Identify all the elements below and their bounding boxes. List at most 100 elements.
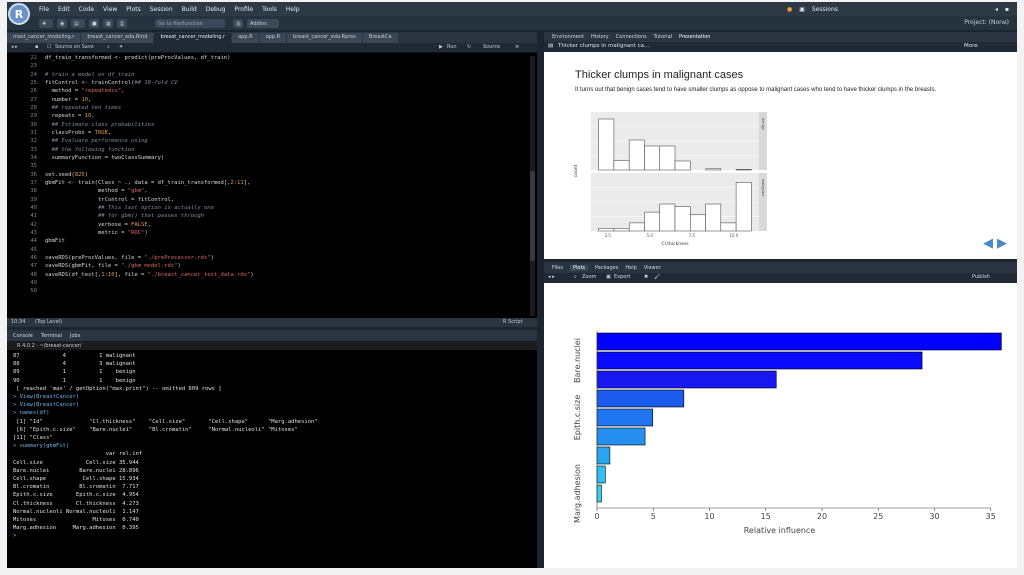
code-line[interactable]: verbose = FALSE, [45,221,254,229]
tab-viewer[interactable]: Viewer [643,264,661,271]
code-line[interactable]: fitControl <- trainControl(## 10-fold CV [45,79,254,87]
console-prompt[interactable]: > [13,533,17,540]
menu-debug[interactable]: Debug [205,5,226,13]
editor-tab[interactable]: app.R [232,33,259,43]
save-all-icon[interactable]: ▦ [103,19,113,28]
new-project-button[interactable]: ◉ [57,19,67,28]
code-line[interactable] [45,287,254,295]
code-area[interactable]: 22 23 24 25 26 27 28 29 30 31 32 33 34 35 36 37 38 39 40 41… [7,54,537,318]
tab-connections[interactable]: Connections [615,34,647,40]
code-line[interactable]: ## This last option is actually one [45,204,254,212]
code-line[interactable]: # train a model on df_train [45,71,254,79]
menu-code[interactable]: Code [78,5,95,13]
clear-plots-icon[interactable]: 🖌 [654,274,661,280]
project-menu[interactable]: Project: (None) [964,19,1009,26]
save-icon[interactable]: ■ [89,19,99,28]
menu-session[interactable]: Session [149,5,173,13]
tab-presentation[interactable]: Presentation [679,34,711,40]
zoom-icon[interactable]: ⌕ [574,274,577,280]
console-output[interactable]: 87 4 1 malignant 88 4 3 malignant 89 1 1 b… [13,352,318,541]
export-icon[interactable]: ▣ [606,274,611,280]
menu-view[interactable]: View [103,5,118,13]
scope-indicator[interactable]: (Top Level) [35,319,63,325]
editor-tab[interactable]: app.R [259,33,287,43]
code-line[interactable]: classProbs = TRUE, [45,129,254,137]
wand-icon[interactable]: ✦ [119,44,124,50]
remove-plot-icon[interactable]: ✖ [644,274,649,280]
scroll-thumb[interactable] [530,171,535,261]
menu-file[interactable]: File [39,5,50,13]
sessions-label[interactable]: Sessions [811,5,838,13]
editor-tab[interactable]: BreastCa [362,33,398,43]
open-file-button[interactable]: ▤ [71,19,85,28]
back-icon[interactable]: ◂ ▸ [11,44,18,50]
code-line[interactable]: ## for gbm() that passes through [45,212,254,220]
save-file-icon[interactable]: ▪ [35,44,39,50]
slide-index-icon[interactable]: ▤ [548,43,554,49]
close-icon[interactable]: ▪ [1004,5,1009,13]
outline-icon[interactable]: ≡ [515,44,520,50]
file-type[interactable]: R Script [503,319,523,325]
code-line[interactable]: ## the following function [45,146,254,154]
tab-tutorial[interactable]: Tutorial [653,34,673,40]
code-line[interactable]: method = "gbm", [45,187,254,195]
zoom-button[interactable]: Zoom [582,274,597,280]
code-line[interactable]: gbmFit [45,237,254,245]
code-lines[interactable]: df_train_transformed <- predict(preProcV… [45,54,254,296]
tab-plots[interactable]: Plots [569,264,589,271]
grid-icon[interactable]: ▥ [233,19,243,28]
code-line[interactable]: gbmFit <- train(Class ~ ., data = df_tra… [45,179,254,187]
tab-jobs[interactable]: Jobs [70,332,81,339]
export-button[interactable]: Export [614,274,631,280]
code-line[interactable]: summaryFunction = twoClassSummary) [45,154,254,162]
more-button[interactable]: More [964,43,978,49]
back-arrow-icon[interactable]: ◂ ▸ [548,274,555,280]
code-line[interactable]: saveRDS(gbmFit, file = "./gbm_model.rds"… [45,262,254,270]
source-button[interactable]: Source [483,44,501,50]
editor-tab[interactable]: breast_cancer_modeling.r [154,33,232,43]
print-icon[interactable]: ⎙ [117,19,127,28]
goto-file-input[interactable]: Go to file/function [155,19,225,28]
editor-scrollbar[interactable] [530,56,535,316]
code-line[interactable]: ## Evaluate performance using [45,137,254,145]
code-line[interactable]: trControl = fitControl, [45,196,254,204]
tab-packages[interactable]: Packages [595,264,619,271]
code-line[interactable] [45,246,254,254]
minimize-icon[interactable]: ◂ [994,5,998,13]
menu-edit[interactable]: Edit [58,5,70,13]
editor-tab[interactable]: mast_cancer_modeling.r [7,33,81,43]
menu-help[interactable]: Help [285,5,300,13]
prev-slide-icon[interactable]: ◀ [983,236,993,251]
code-line[interactable]: set.seed(825) [45,171,254,179]
code-line[interactable]: number = 10, [45,96,254,104]
search-icon[interactable]: ⌕ [107,44,110,50]
addins-button[interactable]: Addins [247,19,279,28]
publish-button[interactable]: Publish [972,274,990,280]
menu-tools[interactable]: Tools [262,5,277,13]
tab-terminal[interactable]: Terminal [40,332,62,339]
rerun-icon[interactable]: ↻ [467,44,472,50]
slide-selector[interactable]: Thicker clumps in malignant ca... [558,43,650,49]
menu-profile[interactable]: Profile [234,5,254,13]
code-line[interactable]: ## Estimate class probabilities [45,121,254,129]
code-line[interactable]: method = "repeatedcv", [45,87,254,95]
tab-files[interactable]: Files [552,264,563,271]
code-line[interactable]: saveRDS(df_test[,1:10], file = "./breast… [45,271,254,279]
code-line[interactable]: saveRDS(preProcValues, file = "./preProc… [45,254,254,262]
code-line[interactable] [45,162,254,170]
tab-history[interactable]: History [590,34,609,40]
code-line[interactable]: metric = "ROC") [45,229,254,237]
tab-help[interactable]: Help [625,264,637,271]
editor-tab[interactable]: breast_cancer_eda.Rpres [287,33,362,43]
run-button[interactable]: Run [447,44,457,50]
tab-environment[interactable]: Environment [552,34,584,40]
next-slide-icon[interactable]: ▶ [997,236,1007,251]
menu-build[interactable]: Build [181,5,197,13]
run-icon[interactable]: ▶ [439,44,443,50]
menu-plots[interactable]: Plots [126,5,141,13]
code-line[interactable]: repeats = 10, [45,112,254,120]
code-line[interactable] [45,62,254,70]
sessions-icon[interactable]: ▣ [799,5,805,13]
new-file-button[interactable]: ✚ [39,19,53,28]
source-on-save-checkbox[interactable]: ☐ [47,44,52,50]
